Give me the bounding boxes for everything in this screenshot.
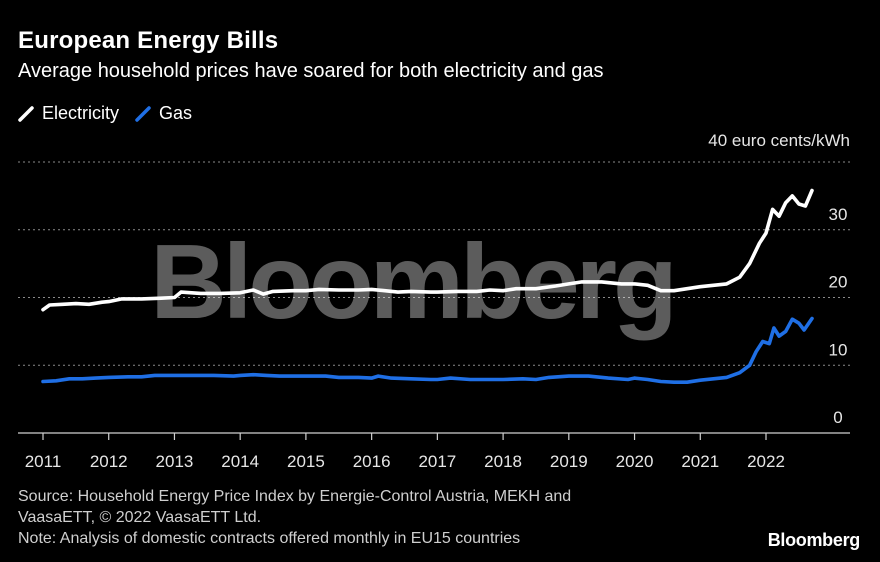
x-tick-label-2012: 2012 (90, 452, 128, 471)
series-lines (41, 188, 814, 384)
chart-subtitle: Average household prices have soared for… (18, 60, 604, 82)
x-tick-label-2022: 2022 (747, 452, 785, 471)
y-tick-labels: 30 20 10 0 (829, 205, 848, 427)
series-line-gas (41, 316, 814, 384)
x-tick-label-2015: 2015 (287, 452, 325, 471)
x-tick-label-2018: 2018 (484, 452, 522, 471)
x-tick-label-2017: 2017 (418, 452, 456, 471)
legend-item-electricity: Electricity (18, 103, 119, 124)
x-tick-label-2014: 2014 (221, 452, 259, 471)
y-tick-label-20: 20 (829, 273, 848, 292)
gridlines (18, 161, 850, 366)
note-line: Note: Analysis of domestic contracts off… (18, 530, 521, 547)
series-line-electricity (41, 188, 814, 312)
legend-item-gas: Gas (135, 103, 192, 124)
legend-label-gas: Gas (159, 103, 193, 123)
y-tick-label-0: 0 (833, 408, 842, 427)
source-line-1: Source: Household Energy Price Index by … (18, 488, 572, 505)
x-tick-label-2019: 2019 (550, 452, 588, 471)
legend-label-electricity: Electricity (42, 103, 120, 123)
x-tick-label-2016: 2016 (353, 452, 391, 471)
legend: Electricity Gas (18, 103, 208, 124)
y-axis-unit-label: 40 euro cents/kWh (708, 131, 850, 150)
y-tick-label-10: 10 (829, 340, 848, 359)
x-tick-label-2013: 2013 (156, 452, 194, 471)
legend-swatch-electricity (18, 105, 34, 122)
chart-title: European Energy Bills (18, 27, 279, 54)
bloomberg-logo: Bloomberg (767, 530, 861, 550)
source-note: Source: Household Energy Price Index by … (18, 486, 571, 549)
x-tick-label-2020: 2020 (616, 452, 654, 471)
legend-swatch-gas (135, 105, 151, 122)
x-axis: 2011 2012 2013 2014 2015 2016 2017 2018 2019 2020… (18, 432, 850, 471)
x-tick-label-2021: 2021 (681, 452, 719, 471)
y-tick-label-30: 30 (829, 205, 848, 224)
source-line-2: VaasaETT, © 2022 VaasaETT Ltd. (18, 509, 262, 526)
x-tick-label-2011: 2011 (25, 452, 62, 471)
